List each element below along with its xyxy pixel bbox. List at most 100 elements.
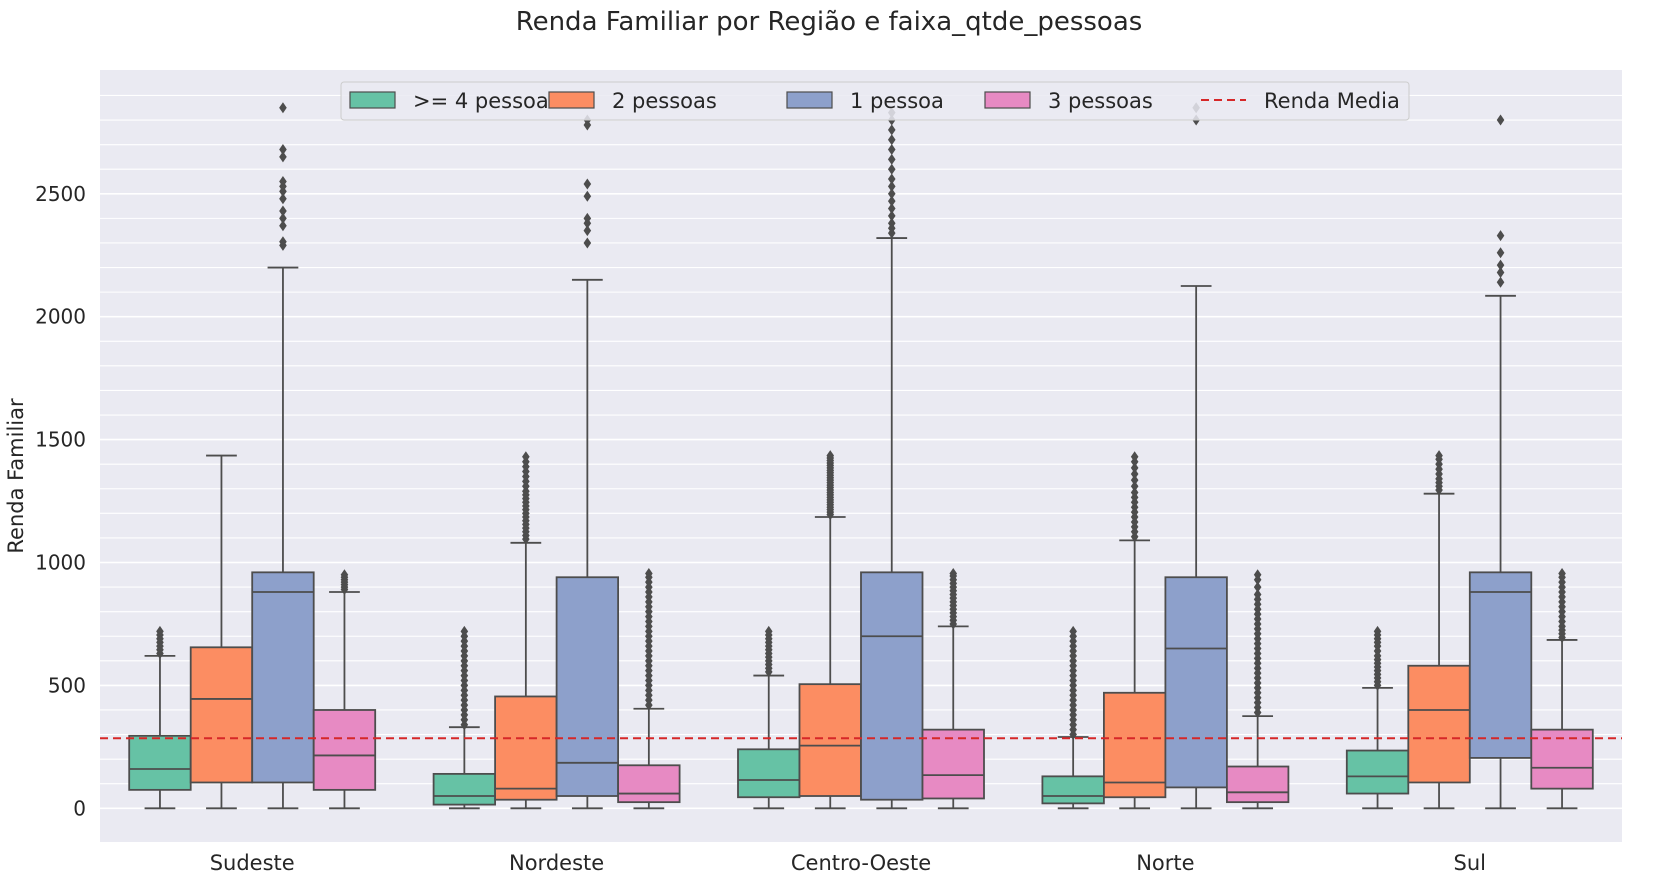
y-tick-label: 0 <box>73 796 86 820</box>
outlier-point <box>1253 569 1262 581</box>
legend-label: >= 4 pessoas <box>413 89 560 113</box>
box-body <box>737 748 801 799</box>
outlier-point <box>279 220 287 232</box>
box-1-2 <box>555 114 619 810</box>
box-0-1 <box>189 454 254 810</box>
outlier-point <box>1496 247 1505 259</box>
box-1-3 <box>617 568 681 810</box>
box-4-2 <box>1468 114 1533 810</box>
outlier-point <box>1496 276 1505 288</box>
outlier-point <box>887 173 896 185</box>
legend-swatch <box>349 91 396 109</box>
legend-swatch <box>786 91 833 109</box>
outlier-point <box>1373 625 1382 637</box>
box-2-0 <box>737 625 801 810</box>
box-body <box>494 695 558 801</box>
outlier-point <box>279 236 287 248</box>
outlier-point <box>1130 480 1139 492</box>
box-body <box>1468 571 1533 759</box>
box-0-3 <box>312 569 377 810</box>
box-0-2 <box>251 102 315 810</box>
chart-title: Renda Familiar por Região e faixa_qtde_p… <box>516 7 1143 37</box>
box-1-0 <box>432 625 497 810</box>
outlier-point <box>1130 486 1139 498</box>
outlier-point <box>340 569 349 581</box>
box-body <box>921 728 985 800</box>
x-tick-label: Norte <box>1136 851 1194 875</box>
box-2-1 <box>798 450 862 810</box>
outlier-point <box>887 188 896 200</box>
box-body <box>1164 576 1228 789</box>
box-1-1 <box>494 451 558 810</box>
outlier-point <box>279 205 287 217</box>
legend-frame <box>340 81 1410 121</box>
outlier-point <box>645 568 653 580</box>
box-body <box>555 576 619 797</box>
box-3-3 <box>1226 569 1290 810</box>
box-3-1 <box>1103 451 1167 810</box>
outlier-point <box>1435 450 1443 462</box>
x-tick-label: Sudeste <box>210 851 295 875</box>
box-3-0 <box>1041 625 1105 810</box>
box-4-1 <box>1407 450 1471 810</box>
outlier-point <box>1130 462 1139 474</box>
outlier-point <box>522 451 530 463</box>
outlier-point <box>279 212 287 224</box>
outlier-point <box>887 210 896 222</box>
box-0-0 <box>128 625 192 810</box>
legend-label: 1 pessoa <box>850 89 944 113</box>
outlier-point <box>764 625 773 637</box>
outlier-point <box>279 176 287 188</box>
outlier-point <box>1069 625 1077 637</box>
outlier-point <box>279 151 287 163</box>
box-body <box>1041 775 1105 805</box>
outlier-point <box>583 225 592 237</box>
y-tick-label: 1500 <box>35 428 86 452</box>
box-body <box>617 764 681 804</box>
box-2-2 <box>860 107 924 810</box>
box-body <box>1226 765 1290 804</box>
x-tick-label: Nordeste <box>509 851 604 875</box>
box-body <box>251 571 315 784</box>
legend-swatch <box>548 91 595 109</box>
box-plots <box>128 102 1594 810</box>
outlier-point <box>1130 474 1139 486</box>
outlier-point <box>887 195 896 207</box>
box-body <box>432 772 497 806</box>
box-2-3 <box>921 568 985 810</box>
box-body <box>189 646 254 784</box>
box-body <box>860 571 924 801</box>
outlier-point <box>1253 588 1262 600</box>
outlier-point <box>1253 581 1262 593</box>
outlier-point <box>1130 468 1139 480</box>
x-tick-label: Sul <box>1454 851 1486 875</box>
box-body <box>798 683 862 797</box>
legend-label: Renda Media <box>1264 89 1400 113</box>
box-4-3 <box>1530 568 1594 810</box>
outlier-point <box>279 144 287 156</box>
outlier-point <box>887 163 896 175</box>
outlier-point <box>949 568 958 580</box>
box-3-2 <box>1164 102 1228 810</box>
outlier-point <box>1558 568 1566 580</box>
box-body <box>1103 691 1167 799</box>
outlier-point <box>887 203 896 215</box>
outlier-point <box>887 180 896 192</box>
outlier-point <box>279 102 287 114</box>
outlier-point <box>583 212 592 224</box>
outlier-point <box>279 193 287 205</box>
y-tick-label: 2500 <box>35 182 86 206</box>
box-body <box>1345 749 1410 795</box>
outlier-point <box>887 217 896 229</box>
y-tick-label: 500 <box>48 673 86 697</box>
y-axis-label: Renda Familiar <box>4 398 28 554</box>
x-tick-label: Centro-Oeste <box>791 851 931 875</box>
legend-swatch <box>984 91 1031 109</box>
outlier-point <box>1496 266 1505 278</box>
box-body <box>128 734 192 791</box>
box-body <box>1407 664 1471 784</box>
outlier-point <box>1496 114 1505 126</box>
outlier-point <box>1496 259 1505 271</box>
outlier-point <box>583 178 592 190</box>
